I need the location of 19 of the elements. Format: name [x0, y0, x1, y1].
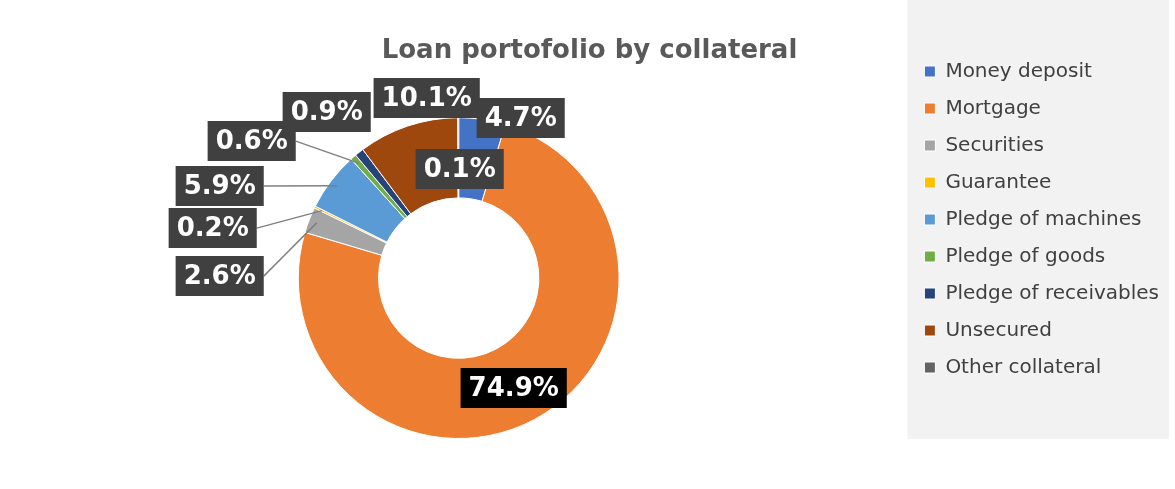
- legend-label: Money deposit: [945, 57, 1092, 82]
- data-label: 2.6%: [183, 259, 256, 290]
- data-label: 0.1%: [423, 152, 496, 183]
- data-label: 4.7%: [484, 101, 557, 132]
- legend-label: Pledge of receivables: [945, 279, 1159, 304]
- text: Loan portofolio by collateral: [381, 34, 798, 65]
- data-label: 74.9%: [468, 371, 559, 402]
- data-label: 5.9%: [183, 169, 256, 200]
- legend-label: Guarantee: [945, 168, 1052, 193]
- legend-label: Pledge of machines: [945, 205, 1142, 230]
- data-label: 0.2%: [176, 211, 249, 242]
- legend-label: Unsecured: [945, 316, 1052, 341]
- data-label: 0.9%: [290, 95, 363, 126]
- legend-label: Mortgage: [945, 94, 1041, 119]
- legend-label: Other collateral: [945, 353, 1102, 378]
- data-label: 0.6%: [215, 124, 288, 155]
- legend-label: Securities: [945, 131, 1044, 156]
- legend-label: Pledge of goods: [945, 242, 1106, 267]
- data-label: 10.1%: [381, 81, 472, 112]
